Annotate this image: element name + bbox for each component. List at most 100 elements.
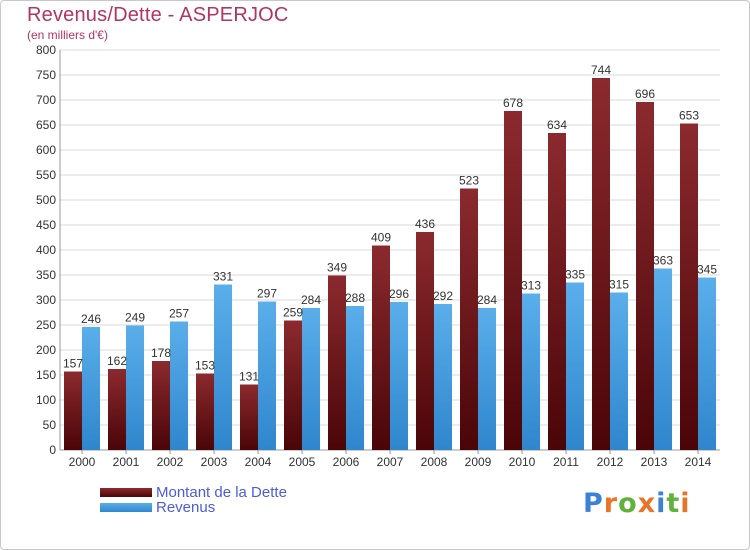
logo-letter: t	[666, 488, 681, 519]
data-label-revenue: 292	[433, 289, 453, 303]
y-tick-label: 50	[43, 418, 57, 432]
x-tick-label: 2009	[465, 455, 492, 469]
data-label-revenue: 284	[301, 293, 321, 307]
data-label-revenue: 345	[697, 263, 717, 277]
y-tick-label: 550	[36, 168, 56, 182]
bar-revenue	[126, 325, 144, 450]
data-labels: 1572461622491782571533311312972592843492…	[63, 63, 717, 384]
bar-revenue	[258, 301, 276, 450]
proxiti-logo: Proxiti	[583, 488, 691, 519]
data-label-revenue: 315	[609, 278, 629, 292]
y-tick-label: 500	[36, 193, 56, 207]
bar-revenue	[302, 308, 320, 450]
bar-debt	[328, 275, 346, 450]
bar-debt	[460, 188, 478, 450]
bar-revenue	[346, 306, 364, 450]
logo-letter: i	[656, 488, 667, 519]
bar-debt	[548, 133, 566, 450]
y-tick-label: 100	[36, 393, 56, 407]
x-tick-label: 2007	[377, 455, 404, 469]
logo-letter: P	[583, 488, 604, 519]
bar-debt	[416, 232, 434, 450]
chart-subtitle: (en milliers d'€)	[27, 28, 108, 42]
data-label-revenue: 331	[213, 270, 233, 284]
data-label-debt: 259	[283, 306, 303, 320]
y-tick-label: 600	[36, 143, 56, 157]
data-label-debt: 436	[415, 217, 435, 231]
bar-debt	[64, 371, 82, 450]
data-label-debt: 131	[239, 370, 259, 384]
logo-letter: x	[637, 488, 657, 519]
y-tick-label: 150	[36, 368, 56, 382]
y-tick-label: 350	[36, 268, 56, 282]
y-tick-label: 0	[49, 443, 56, 457]
bar-revenue	[390, 302, 408, 450]
data-label-revenue: 284	[477, 293, 497, 307]
data-label-debt: 634	[547, 118, 567, 132]
data-label-debt: 162	[107, 354, 127, 368]
x-tick-label: 2002	[157, 455, 184, 469]
data-label-revenue: 249	[125, 311, 145, 325]
data-label-revenue: 297	[257, 287, 277, 301]
x-tick-label: 2003	[201, 455, 228, 469]
data-label-revenue: 335	[565, 268, 585, 282]
bar-revenue	[566, 282, 584, 450]
legend-label-revenue: Revenus	[156, 499, 216, 516]
bar-revenue	[214, 284, 232, 450]
data-label-revenue: 246	[81, 312, 101, 326]
legend-swatch-revenue	[100, 503, 152, 512]
y-tick-label: 200	[36, 343, 56, 357]
bars	[64, 78, 716, 450]
data-label-debt: 696	[635, 87, 655, 101]
logo-letter: o	[618, 488, 638, 519]
data-label-debt: 653	[679, 109, 699, 123]
y-tick-label: 750	[36, 68, 56, 82]
y-tick-label: 250	[36, 318, 56, 332]
x-tick-label: 2010	[509, 455, 536, 469]
data-label-debt: 157	[63, 357, 83, 371]
x-tick-label: 2000	[69, 455, 96, 469]
data-label-debt: 744	[591, 63, 611, 77]
x-tick-label: 2012	[597, 455, 624, 469]
x-tick-label: 2013	[641, 455, 668, 469]
legend-label-debt: Montant de la Dette	[156, 484, 287, 501]
x-tick-label: 2001	[113, 455, 140, 469]
legend-swatch-debt	[100, 488, 152, 497]
bar-revenue	[610, 292, 628, 450]
bar-revenue	[654, 268, 672, 450]
bar-debt	[636, 102, 654, 450]
x-tick-label: 2005	[289, 455, 316, 469]
x-tick-label: 2011	[553, 455, 579, 469]
bar-revenue	[82, 327, 100, 450]
bar-debt	[196, 373, 214, 450]
bar-debt	[108, 369, 126, 450]
axes: 0 50 100 150 200 250 300 350 400 450 500 550 600 650 7…	[36, 43, 720, 469]
y-tick-label: 800	[36, 43, 56, 57]
bar-revenue	[522, 293, 540, 450]
data-label-revenue: 296	[389, 287, 409, 301]
data-label-debt: 409	[371, 231, 391, 245]
x-tick-label: 2006	[333, 455, 360, 469]
y-tick-label: 400	[36, 243, 56, 257]
bar-debt	[284, 320, 302, 450]
x-tick-label: 2004	[245, 455, 272, 469]
bar-debt	[504, 111, 522, 450]
bar-debt	[372, 245, 390, 450]
x-tick-label: 2014	[685, 455, 712, 469]
bar-revenue	[170, 321, 188, 450]
bar-revenue	[434, 304, 452, 450]
bar-debt	[152, 361, 170, 450]
data-label-revenue: 313	[521, 279, 541, 293]
legend-item-revenue: Revenus	[100, 499, 287, 516]
legend-item-debt: Montant de la Dette	[100, 484, 287, 501]
y-tick-label: 650	[36, 118, 56, 132]
data-label-revenue: 288	[345, 291, 365, 305]
bar-debt	[680, 123, 698, 450]
data-label-revenue: 257	[169, 307, 189, 321]
bar-revenue	[478, 308, 496, 450]
y-tick-label: 450	[36, 218, 56, 232]
x-tick-label: 2008	[421, 455, 448, 469]
data-label-debt: 153	[195, 359, 215, 373]
data-label-debt: 178	[151, 346, 171, 360]
